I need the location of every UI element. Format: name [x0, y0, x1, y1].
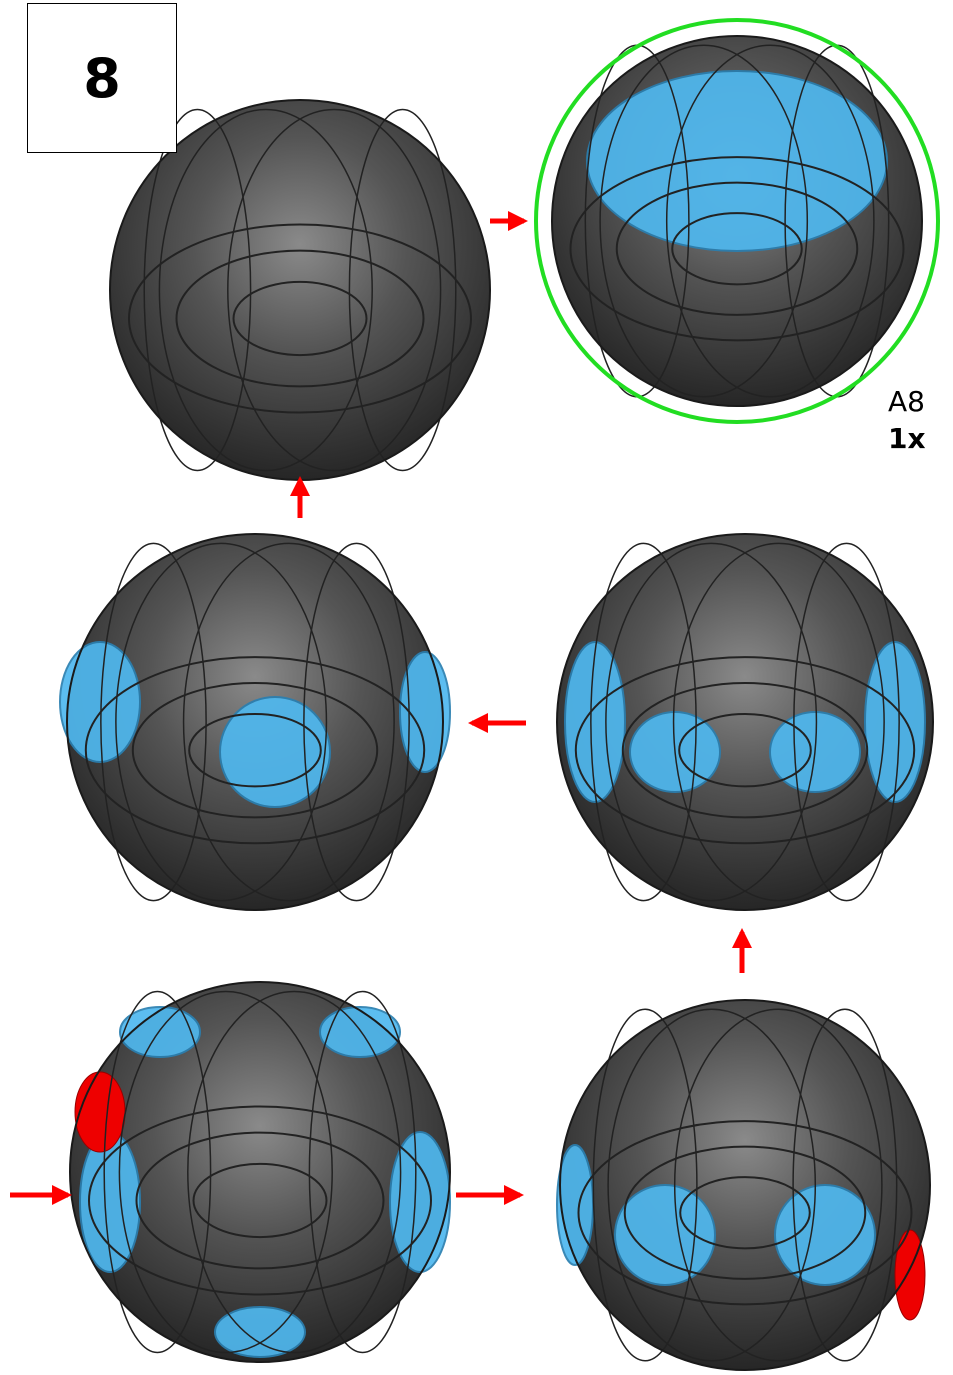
seam	[84, 656, 426, 845]
blue-piece	[59, 641, 141, 763]
ball-body	[110, 100, 490, 480]
puzzle-ball	[556, 999, 931, 1371]
seam	[175, 249, 425, 388]
seam	[348, 108, 457, 472]
blue-piece	[214, 1306, 306, 1358]
seam	[665, 44, 875, 398]
seam	[115, 542, 328, 902]
seam	[679, 1176, 811, 1250]
seam	[188, 713, 322, 788]
seam	[678, 713, 812, 788]
seam	[143, 108, 252, 472]
seam	[135, 1131, 385, 1270]
seam	[792, 1008, 898, 1362]
seam	[577, 1120, 913, 1306]
blue-piece	[399, 651, 451, 773]
puzzle-ball	[59, 533, 451, 911]
seam	[574, 656, 916, 845]
seam	[599, 44, 809, 398]
red-piece	[74, 1071, 126, 1153]
seam	[182, 542, 395, 902]
ball-body	[70, 982, 450, 1362]
puzzle-ball	[69, 981, 451, 1363]
blue-piece	[119, 1006, 201, 1058]
seam	[131, 681, 379, 819]
seam	[158, 108, 373, 472]
part-label: A8	[888, 385, 925, 418]
seam	[592, 1008, 698, 1362]
ball-outline	[66, 533, 444, 911]
ball-outline	[551, 35, 923, 407]
blue-piece	[556, 1144, 594, 1266]
seam	[303, 542, 410, 902]
seam	[192, 1162, 328, 1239]
ball-outline	[69, 981, 451, 1363]
seam	[569, 156, 905, 342]
seam	[128, 223, 472, 414]
seam	[615, 181, 859, 316]
seam	[607, 1008, 817, 1362]
arrows	[10, 211, 752, 1205]
seam	[103, 990, 212, 1354]
ball-body	[560, 1000, 930, 1370]
blue-piece	[564, 641, 626, 803]
blue-piece	[774, 1184, 876, 1286]
blue-piece	[389, 1131, 451, 1273]
blue-piece	[586, 70, 888, 252]
puzzle-ball	[556, 533, 934, 911]
highlight-ring	[534, 18, 940, 424]
blue-piece	[614, 1184, 716, 1286]
seam	[232, 280, 368, 357]
seam	[590, 542, 697, 902]
seam	[673, 1008, 883, 1362]
ball-outline	[559, 999, 931, 1371]
blue-piece	[864, 641, 926, 803]
puzzle-ball	[109, 99, 491, 481]
seam	[623, 1145, 867, 1280]
ball-outline	[556, 533, 934, 911]
step-number: 8	[27, 3, 177, 153]
puzzle-ball	[551, 35, 923, 407]
blue-piece	[219, 696, 331, 808]
seam	[187, 990, 402, 1354]
seam	[100, 542, 207, 902]
seam	[605, 542, 818, 902]
seam	[227, 108, 442, 472]
part-quantity: 1x	[888, 422, 926, 455]
seam	[88, 1105, 432, 1296]
seam	[621, 681, 869, 819]
blue-piece	[319, 1006, 401, 1058]
ball-body	[557, 534, 933, 910]
seam	[308, 990, 417, 1354]
seam	[118, 990, 333, 1354]
seam	[793, 542, 900, 902]
seam	[672, 542, 885, 902]
seam	[671, 212, 803, 286]
